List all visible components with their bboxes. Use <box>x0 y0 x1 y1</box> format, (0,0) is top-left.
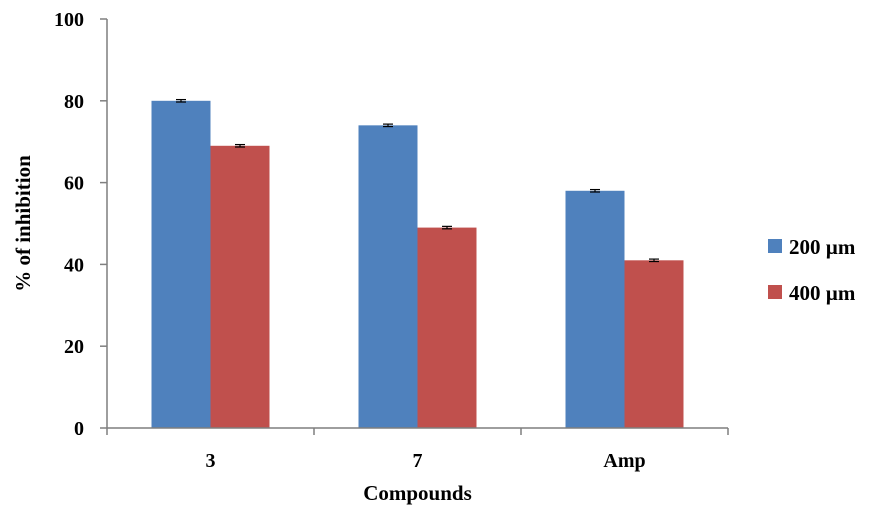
legend-label: 200 µm <box>789 235 856 259</box>
y-tick-label: 20 <box>64 336 84 358</box>
legend-swatch <box>768 239 782 253</box>
bar-7-1 <box>418 228 477 428</box>
x-tick-label: 3 <box>206 450 216 472</box>
bar-7-0 <box>359 125 418 428</box>
y-axis-ticks: 0 20 40 60 80 100 <box>54 9 107 440</box>
y-tick-label: 40 <box>64 254 84 276</box>
y-tick-label: 80 <box>64 91 84 113</box>
bar-3-0 <box>152 101 211 428</box>
bar-Amp-0 <box>566 191 625 428</box>
plot-area <box>152 100 684 428</box>
y-tick-label: 0 <box>74 418 84 440</box>
legend: 200 µm 400 µm <box>768 235 856 305</box>
x-tick-label: Amp <box>603 450 645 472</box>
legend-label: 400 µm <box>789 281 856 305</box>
x-tick-label: 7 <box>413 450 423 472</box>
bar-3-1 <box>211 146 270 428</box>
x-axis-ticks: 3 7 Amp <box>107 428 728 472</box>
y-tick-label: 100 <box>54 9 84 31</box>
bar-Amp-1 <box>625 260 684 428</box>
x-axis-title: Compounds <box>363 481 472 505</box>
y-axis-title: % of inhibition <box>11 155 35 292</box>
y-tick-label: 60 <box>64 173 84 195</box>
legend-swatch <box>768 285 782 299</box>
